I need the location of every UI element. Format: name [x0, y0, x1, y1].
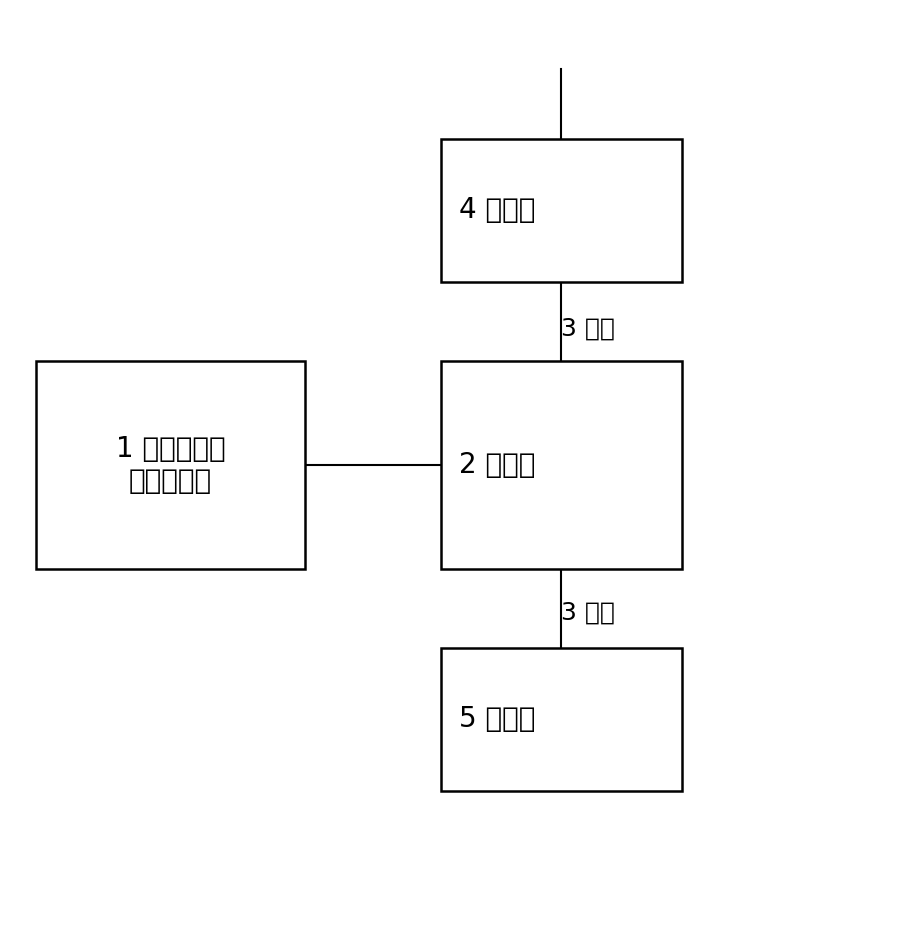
- Text: 5 进气口: 5 进气口: [459, 705, 535, 734]
- Text: 1 低温等离子
体高压电源: 1 低温等离子 体高压电源: [115, 435, 225, 495]
- FancyBboxPatch shape: [36, 361, 305, 569]
- FancyBboxPatch shape: [441, 648, 682, 791]
- FancyBboxPatch shape: [441, 361, 682, 569]
- Text: 4 抽气口: 4 抽气口: [459, 196, 535, 225]
- Text: 2 反应器: 2 反应器: [459, 450, 535, 479]
- FancyBboxPatch shape: [441, 139, 682, 282]
- Text: 3 转杆: 3 转杆: [561, 316, 614, 340]
- Text: 3 转杆: 3 转杆: [561, 600, 614, 624]
